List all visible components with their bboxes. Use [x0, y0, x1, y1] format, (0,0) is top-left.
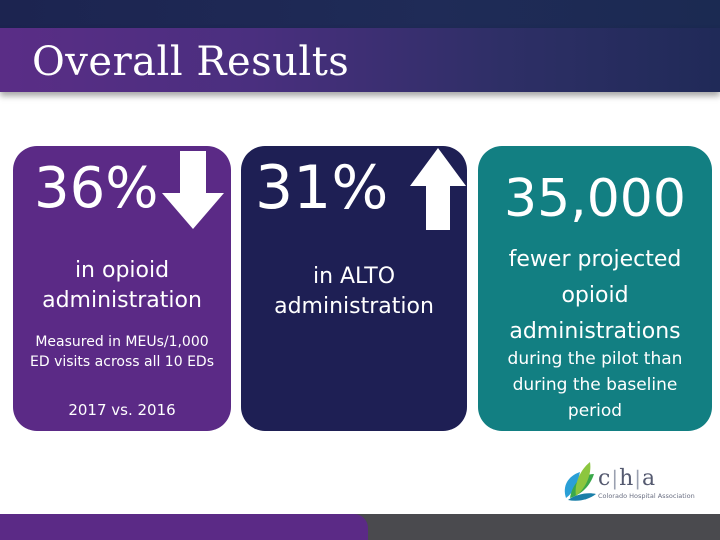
logo-letters: c|h|a: [598, 466, 656, 491]
leaf-logo-icon: [564, 462, 596, 501]
footer-accent-bar: [0, 514, 368, 540]
stat-value: 35,000: [504, 169, 686, 229]
stat-description: in opioid administration: [42, 258, 202, 313]
stat-description: in ALTO administration: [274, 264, 434, 319]
logo-letter-c: c: [598, 466, 611, 491]
logo-letter-h: h: [619, 466, 634, 491]
cha-logo: c|h|a Colorado Hospital Association: [560, 458, 710, 502]
stat-description: fewer projected opioid administrations: [508, 247, 682, 344]
stat-value: 36%: [34, 156, 159, 221]
arrow-down-icon: [162, 151, 224, 229]
stat-card-opioid-reduction: 36% in opioid administration Measured in…: [13, 146, 231, 431]
stat-value: 31%: [255, 153, 389, 223]
stat-card-fewer-administrations: 35,000 fewer projected opioid administra…: [478, 146, 712, 431]
title-banner: [0, 28, 720, 92]
stat-period-note: during the pilot than during the baselin…: [507, 349, 683, 421]
stat-card-alto-increase: 31% in ALTO administration: [241, 146, 467, 431]
slide-title: Overall Results: [32, 39, 350, 85]
arrow-up-icon: [410, 148, 466, 230]
stat-period: 2017 vs. 2016: [68, 401, 176, 419]
logo-subtitle: Colorado Hospital Association: [598, 492, 695, 500]
logo-letter-a: a: [642, 466, 656, 491]
stat-measure-note: Measured in MEUs/1,000 ED visits across …: [30, 334, 214, 370]
